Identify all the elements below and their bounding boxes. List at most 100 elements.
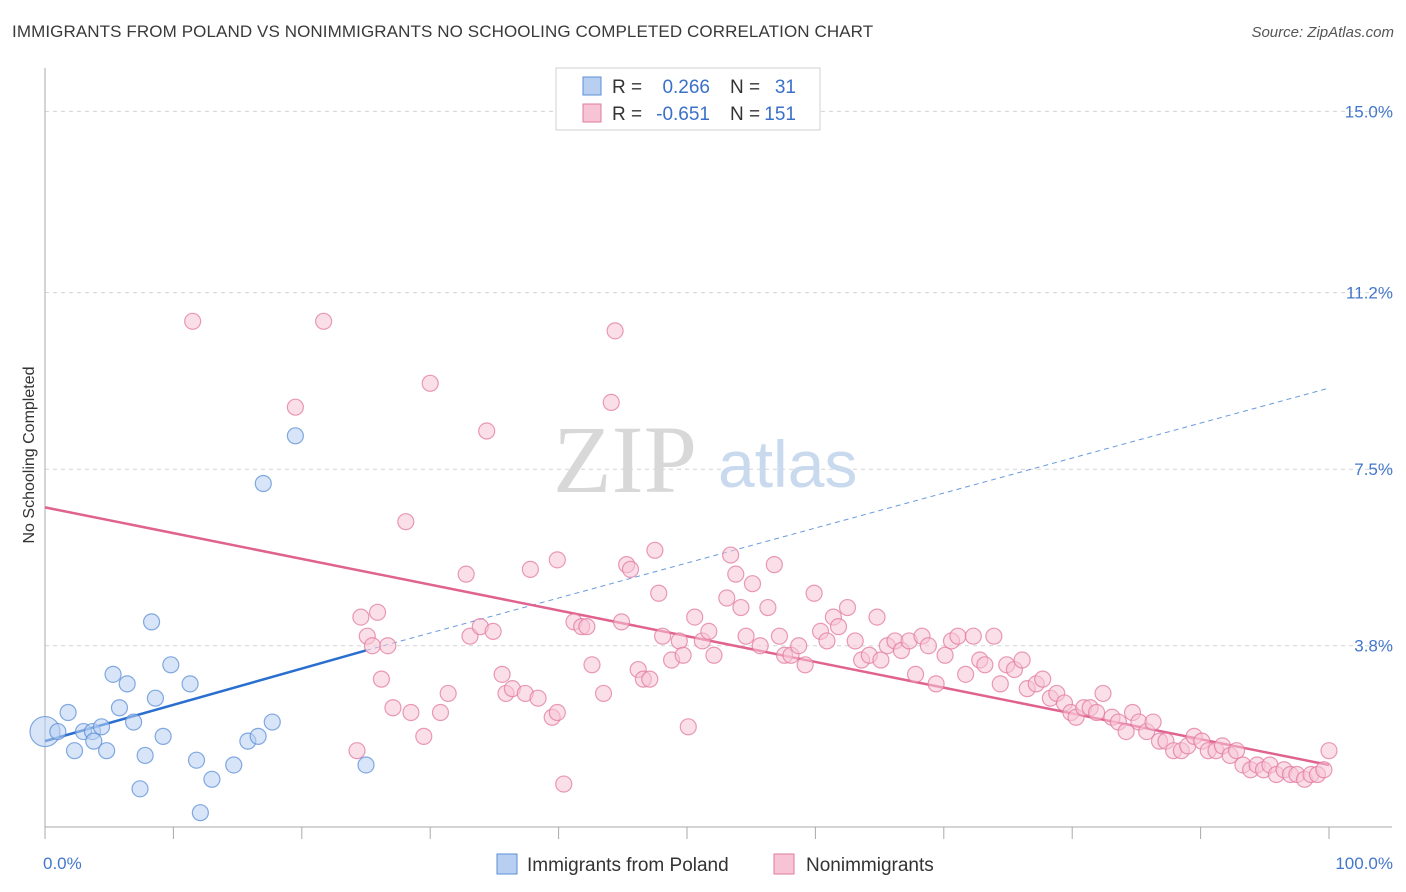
nonimmigrant-point: [431, 703, 450, 722]
nonimmigrant-point: [927, 675, 945, 693]
nonimmigrant-point: [818, 632, 836, 650]
data-points: [29, 312, 1338, 822]
nonimmigrant-point: [759, 598, 777, 617]
nonimmigrant-point: [348, 742, 366, 760]
nonimmigrant-point: [548, 551, 566, 569]
nonimmigrant-point: [421, 374, 439, 392]
watermark: ZIP atlas: [553, 406, 857, 513]
nonimmigrant-point: [384, 699, 402, 717]
nonimmigrant-point: [363, 637, 382, 655]
legend-n-label: N =: [730, 104, 760, 125]
nonimmigrant-point: [478, 422, 496, 440]
poland-point: [357, 756, 375, 774]
nonimmigrant-point: [936, 646, 954, 664]
poland-point: [203, 770, 221, 788]
nonimmigrant-point: [548, 703, 566, 722]
nonimmigrant-point: [949, 627, 967, 645]
legend: R = 0.266 N = 31 R = -0.651 N = 151: [555, 67, 821, 131]
poland-point: [131, 780, 149, 798]
poland-point: [254, 474, 272, 493]
nonimmigrant-point: [686, 608, 704, 626]
nonimmigrant-point: [654, 627, 672, 645]
nonimmigrant-point: [484, 622, 502, 641]
poland-point: [187, 751, 206, 769]
legend-r-value: -0.651: [656, 104, 710, 125]
nonimmigrant-point: [1013, 651, 1031, 669]
poland-point: [142, 613, 161, 631]
nonimmigrant-point: [674, 646, 692, 664]
nonimmigrant-point: [493, 665, 511, 683]
nonimmigrant-point: [872, 651, 890, 669]
nonimmigrant-point: [286, 398, 304, 416]
legend-n-label: N =: [730, 77, 760, 98]
poland-point: [98, 742, 116, 760]
poland-point: [136, 746, 154, 765]
poland-point: [181, 675, 199, 693]
nonimmigrant-point: [521, 560, 539, 578]
nonimmigrant-point: [737, 627, 755, 645]
nonimmigrant-point: [646, 541, 664, 559]
legend-r-label: R =: [612, 77, 642, 98]
nonimmigrant-point: [379, 637, 397, 655]
nonimmigrant-point: [846, 632, 864, 650]
nonimmigrant-point: [184, 312, 202, 330]
nonimmigrant-point: [352, 608, 370, 626]
nonimmigrant-point: [439, 684, 457, 703]
nonimmigrant-point: [722, 546, 740, 564]
poland-point: [65, 742, 84, 760]
nonimmigrant-point: [578, 618, 596, 636]
nonimmigrant-point: [397, 513, 415, 531]
source-label: Source: ZipAtlas.com: [1251, 24, 1394, 41]
nonimmigrant-point: [796, 656, 814, 674]
nonimmigrant-point: [705, 646, 723, 664]
nonimmigrant-point: [838, 598, 857, 617]
nonimmigrant-point: [415, 727, 433, 745]
nonimmigrant-point: [529, 689, 547, 707]
watermark-atlas: atlas: [718, 427, 857, 501]
nonimmigrant-point: [1034, 670, 1052, 688]
poland-point: [286, 427, 304, 445]
nonimmigrant-point: [1144, 713, 1162, 731]
y-tick-labels: 3.8% 7.5% 11.2% 15.0%: [1345, 102, 1393, 655]
bottom-legend: Immigrants from Poland Nonimmigrants: [496, 853, 934, 876]
nonimmigrant-point: [718, 589, 736, 607]
legend-swatch-pink: [582, 103, 602, 123]
nonimmigrant-point: [868, 608, 886, 626]
chart-title: IMMIGRANTS FROM POLAND VS NONIMMIGRANTS …: [12, 22, 874, 41]
legend-n-value: 31: [775, 77, 796, 98]
nonimmigrant-point: [555, 775, 573, 793]
nonimmigrant-point: [751, 637, 769, 655]
poland-point: [124, 713, 143, 731]
nonimmigrant-point: [372, 670, 391, 688]
y-axis-title: No Schooling Completed: [21, 367, 38, 544]
nonimmigrant-point: [976, 656, 994, 674]
nonimmigrant-point: [606, 322, 624, 340]
nonimmigrant-point: [1094, 684, 1112, 703]
legend-r-label: R =: [612, 104, 642, 125]
poland-point: [249, 727, 267, 745]
poland-point: [191, 804, 209, 822]
nonimmigrant-point: [602, 393, 620, 412]
nonimmigrant-point: [583, 656, 601, 674]
nonimmigrant-point: [594, 684, 613, 703]
x-tick-labels: 0.0% 100.0%: [43, 854, 1393, 873]
nonimmigrant-point: [621, 560, 640, 578]
nonimmigrant-point: [641, 670, 659, 688]
legend-n-value: 151: [764, 104, 796, 125]
nonimmigrant-point: [402, 703, 420, 722]
axes: [44, 68, 1392, 839]
nonimmigrant-point: [805, 584, 823, 602]
y-tick-label: 11.2%: [1346, 284, 1393, 303]
nonimmigrant-point: [670, 632, 688, 650]
nonimmigrant-point: [1227, 742, 1246, 760]
poland-point: [110, 699, 129, 717]
legend-r-value: 0.266: [662, 77, 710, 98]
bottom-legend-swatch-pink: [773, 853, 795, 875]
bottom-legend-label: Immigrants from Poland: [527, 855, 729, 876]
nonimmigrant-point: [765, 556, 783, 574]
nonimmigrant-point: [829, 618, 848, 636]
nonimmigrant-point: [743, 575, 762, 593]
nonimmigrant-point: [679, 718, 697, 736]
x-tick-label: 0.0%: [43, 854, 82, 873]
